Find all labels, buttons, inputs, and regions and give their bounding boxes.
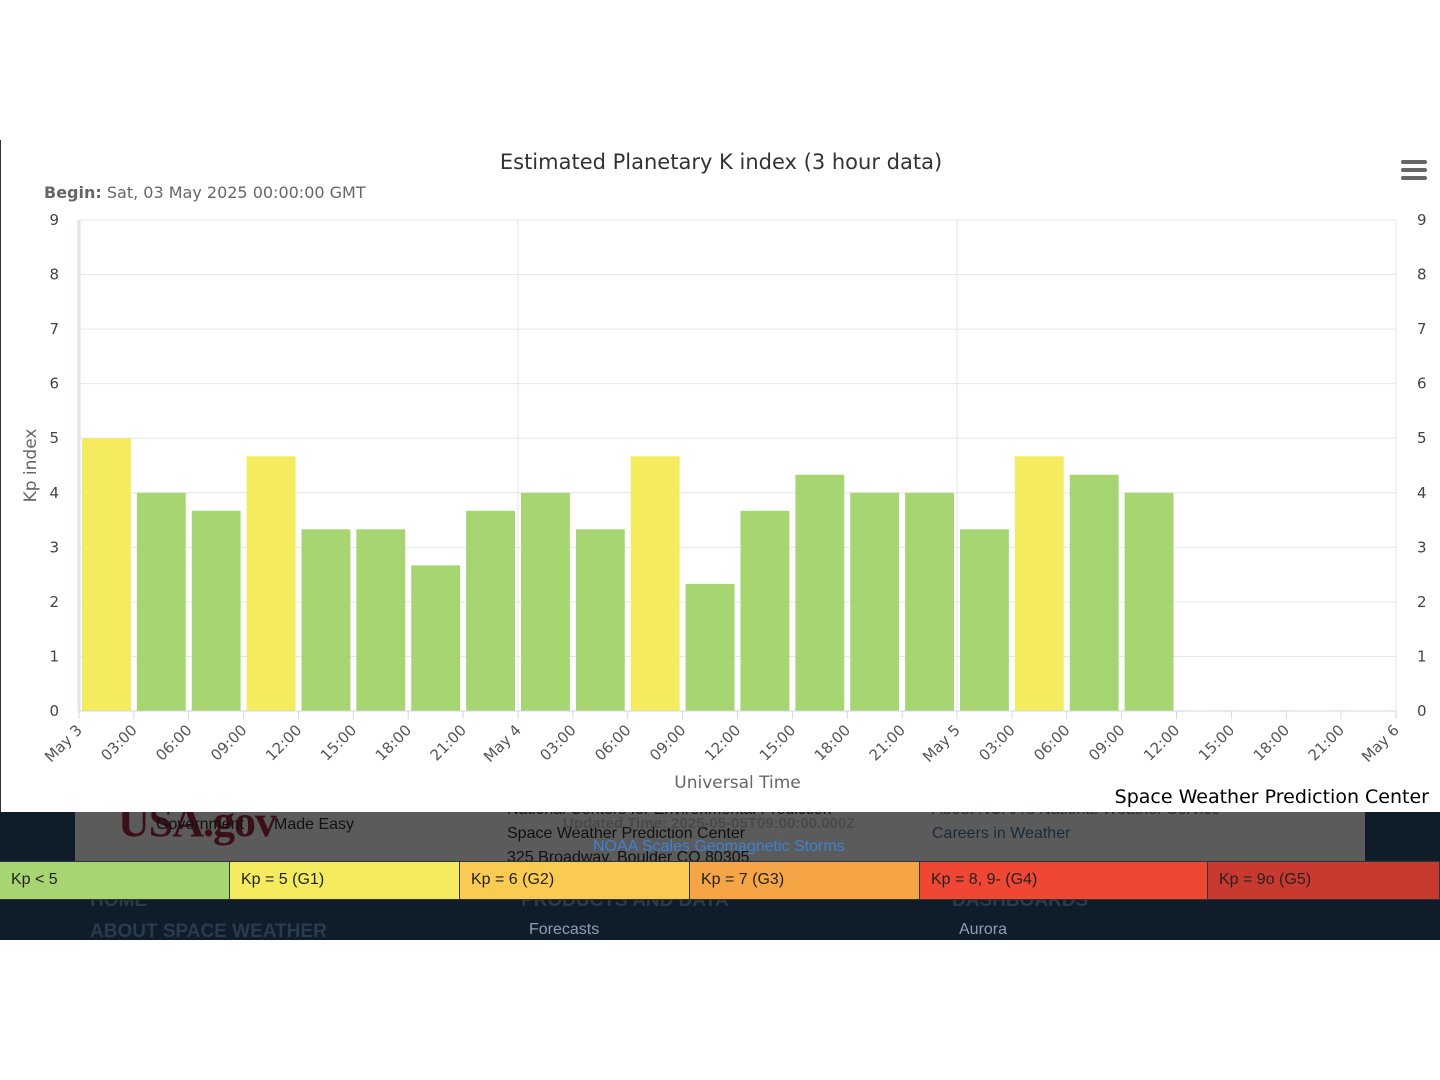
x-tick-label: 15:00 <box>756 721 799 764</box>
y-tick-label: 6 <box>49 375 59 393</box>
y-tick-label: 9 <box>49 211 59 229</box>
kp-bar <box>795 474 845 711</box>
y-tick-label: 0 <box>49 702 59 720</box>
kp-bar <box>82 438 131 711</box>
x-axis-title: Universal Time <box>674 773 800 793</box>
y-tick-label: 3 <box>49 538 59 556</box>
careers-link[interactable]: Careers in Weather <box>932 825 1071 842</box>
usagov-logo: USA.gov <box>118 810 277 846</box>
kp-bar <box>521 492 570 711</box>
x-tick-label: May 4 <box>480 721 525 766</box>
kp-chart-plot: 0 0 1 1 2 2 3 3 4 4 5 5 6 6 7 7 8 8 9 9 May 3 03:00 06:00 09:00… <box>21 211 1427 793</box>
legend-item: Kp = 5 (G1) <box>230 862 460 899</box>
legend-item: Kp = 8, 9- (G4) <box>920 862 1208 899</box>
logo-tagline-right: Made Easy <box>274 816 355 833</box>
begin-value: Sat, 03 May 2025 00:00:00 GMT <box>106 183 366 202</box>
y-tick-label: 2 <box>49 593 59 611</box>
y-tick-label-right: 7 <box>1417 320 1427 338</box>
footer-panel <box>75 810 1365 862</box>
legend-item: Kp = 7 (G3) <box>690 862 920 899</box>
y-tick-label-right: 5 <box>1417 429 1427 447</box>
kp-bar <box>301 529 351 711</box>
nav-forecasts[interactable]: Forecasts <box>529 921 600 938</box>
kp-bar <box>1014 456 1064 711</box>
kp-legend: Kp < 5 Kp = 5 (G1) Kp = 6 (G2) Kp = 7 (G3) K… <box>0 861 1440 900</box>
nav-about-space-weather[interactable]: ABOUT SPACE WEATHER <box>90 921 327 940</box>
y-tick-label-right: 4 <box>1417 484 1427 502</box>
kp-bar <box>630 456 680 711</box>
kp-bar <box>850 492 900 711</box>
x-tick-label: 12:00 <box>1140 721 1183 764</box>
org-line-2: Space Weather Prediction Center <box>507 825 746 842</box>
x-tick-label: 15:00 <box>317 721 360 764</box>
x-tick-label: 12:00 <box>701 721 744 764</box>
x-tick-label: 18:00 <box>372 721 415 764</box>
kp-bar <box>1124 492 1174 711</box>
kp-bar <box>685 583 735 711</box>
legend-item: Kp = 6 (G2) <box>460 862 690 899</box>
x-tick-label: 21:00 <box>866 721 909 764</box>
kp-bar <box>356 529 406 711</box>
kp-bar <box>575 529 625 711</box>
x-tick-label: May 6 <box>1358 721 1403 766</box>
noaa-scales-link[interactable]: NOAA Scales Geomagnetic Storms <box>593 838 845 855</box>
y-tick-label-right: 2 <box>1417 593 1427 611</box>
y-tick-label: 7 <box>49 320 59 338</box>
kp-chart: 0 0 1 1 2 2 3 3 4 4 5 5 6 6 7 7 8 8 9 9 May 3 03:00 06:00 09:00… <box>0 140 1440 812</box>
x-tick-label: 06:00 <box>1030 721 1073 764</box>
x-tick-label: 15:00 <box>1195 721 1238 764</box>
legend-item: Kp = 9o (G5) <box>1208 862 1440 899</box>
y-axis-title: Kp index <box>21 429 41 503</box>
x-tick-label: 21:00 <box>427 721 470 764</box>
y-tick-label-right: 9 <box>1417 211 1427 229</box>
kp-bar <box>246 456 296 711</box>
y-tick-label-right: 1 <box>1417 647 1427 665</box>
org-line-1: National Centers for Environmental Predi… <box>507 810 832 819</box>
kp-bar <box>1069 474 1119 711</box>
x-tick-label: 09:00 <box>1085 721 1128 764</box>
x-tick-label: 18:00 <box>1250 721 1293 764</box>
begin-time: Begin: Sat, 03 May 2025 00:00:00 GMT <box>44 183 366 202</box>
chart-menu-icon[interactable] <box>1399 160 1429 186</box>
x-tick-label: 18:00 <box>811 721 854 764</box>
y-tick-label-right: 6 <box>1417 375 1427 393</box>
nav-aurora[interactable]: Aurora <box>959 921 1008 938</box>
kp-bar <box>191 510 241 711</box>
begin-label: Begin: <box>44 183 102 202</box>
y-tick-label: 1 <box>49 647 59 665</box>
chart-title: Estimated Planetary K index (3 hour data… <box>499 150 943 174</box>
x-tick-label: 03:00 <box>97 721 140 764</box>
about-nws-link[interactable]: About NOAA's National Weather Service <box>932 810 1220 819</box>
kp-bar <box>466 510 515 711</box>
x-tick-label: 03:00 <box>536 721 579 764</box>
kp-bar <box>136 492 186 711</box>
chart-credit: Space Weather Prediction Center <box>1114 786 1429 808</box>
y-tick-label-right: 0 <box>1417 702 1427 720</box>
x-tick-label: 09:00 <box>207 721 250 764</box>
kp-bar <box>905 492 954 711</box>
updated-time: Updated Time: 2025-05-05T09:00:00.000Z <box>563 815 856 832</box>
kp-bar <box>960 529 1009 711</box>
x-tick-label: May 3 <box>41 721 86 766</box>
y-tick-label-right: 3 <box>1417 538 1427 556</box>
logo-tagline-left: Government <box>156 816 245 833</box>
y-tick-label: 8 <box>49 266 59 284</box>
x-tick-label: May 5 <box>919 721 964 766</box>
x-tick-label: 21:00 <box>1305 721 1348 764</box>
kp-bar <box>740 510 790 711</box>
x-tick-label: 03:00 <box>975 721 1018 764</box>
legend-item: Kp < 5 <box>0 862 230 899</box>
x-tick-label: 06:00 <box>591 721 634 764</box>
x-tick-label: 12:00 <box>262 721 305 764</box>
x-tick-label: 06:00 <box>152 721 195 764</box>
x-tick-label: 09:00 <box>646 721 689 764</box>
y-tick-label-right: 8 <box>1417 266 1427 284</box>
kp-bar <box>411 565 461 711</box>
y-tick-label: 4 <box>49 484 59 502</box>
y-tick-label: 5 <box>49 429 59 447</box>
